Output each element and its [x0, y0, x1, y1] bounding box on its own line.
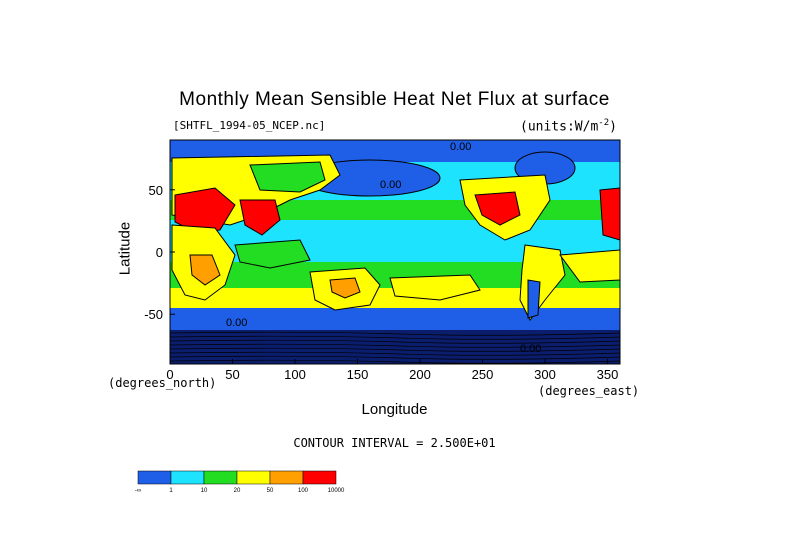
units-close: ) [609, 119, 617, 135]
units-exponent: -2 [598, 118, 610, 128]
south-asia-red [239, 199, 281, 236]
contour-label: 0.00 [450, 141, 471, 153]
x-axis-ticks: 0 50 100 150 200 250 300 350 [166, 359, 618, 382]
legend-tick-label: 10 [201, 488, 208, 494]
contour-labels: 0.00 0.00 0.00 0.00 [226, 141, 541, 355]
legend-tick-label: 10000 [328, 488, 345, 494]
y-unit-label: (degrees_north) [108, 376, 217, 390]
contour-interval-label: CONTOUR INTERVAL = 2.500E+01 [293, 436, 496, 450]
band-southern-yellow [170, 288, 620, 310]
band-southern-blue [170, 308, 620, 332]
contour-line [170, 335, 620, 340]
east-edge-red [599, 187, 620, 241]
contour-line [170, 343, 620, 348]
x-tick-label: 150 [347, 367, 369, 382]
south-pacific-yellow [389, 274, 481, 301]
y-tick-label: 0 [156, 245, 163, 260]
australia-orange [329, 277, 361, 299]
legend-swatch [302, 470, 337, 485]
y-axis-ticks: -50 0 50 [144, 183, 175, 322]
indian-ocean-green [234, 239, 311, 269]
y-tick-label: 50 [149, 183, 163, 198]
units-label: (units:W/m-2) [520, 118, 617, 134]
x-tick-label: 300 [534, 367, 556, 382]
x-tick-label: 250 [472, 367, 494, 382]
legend-tick-label: -∞ [135, 488, 141, 494]
legend-swatch [269, 470, 304, 485]
heatmap-plot [170, 140, 620, 364]
legend-swatch [203, 470, 238, 485]
contour-label: 0.00 [520, 343, 541, 355]
y-tick-label: -50 [144, 307, 163, 322]
file-label: [SHTFL_1994-05_NCEP.nc] [173, 119, 326, 132]
east-atlantic-yellow [559, 249, 620, 283]
color-legend: -∞ 1 10 20 50 100 10000 [135, 470, 345, 494]
legend-tick-label: 50 [267, 488, 274, 494]
south-america-blue [527, 279, 541, 319]
x-tick-label: 200 [409, 367, 431, 382]
africa-orange [189, 254, 221, 286]
legend-swatch [170, 470, 205, 485]
x-tick-label: 50 [225, 367, 239, 382]
units-text: (units:W/m [520, 119, 599, 135]
contour-line [170, 347, 620, 352]
x-unit-label: (degrees_east) [538, 384, 640, 398]
contour-label: 0.00 [380, 179, 401, 191]
north-america-red [474, 191, 521, 226]
central-asia-red [174, 187, 236, 233]
eurasia-green [249, 161, 326, 193]
chart-title: Monthly Mean Sensible Heat Net Flux at s… [179, 89, 610, 110]
antarctic-contour-lines [170, 331, 620, 364]
legend-swatch [236, 470, 271, 485]
contour-line [170, 339, 620, 344]
legend-tick-label: 100 [298, 488, 309, 494]
contour-line [170, 331, 620, 336]
x-tick-label: 0 [166, 367, 173, 382]
x-axis-label: Longitude [361, 401, 428, 418]
legend-tick-label: 20 [234, 488, 241, 494]
x-tick-label: 100 [284, 367, 306, 382]
legend-swatch [137, 470, 172, 485]
contour-line [170, 355, 620, 360]
x-tick-label: 350 [597, 367, 619, 382]
legend-tick-label: 1 [169, 488, 173, 494]
contour-label: 0.00 [226, 317, 247, 329]
contour-line [170, 351, 620, 356]
